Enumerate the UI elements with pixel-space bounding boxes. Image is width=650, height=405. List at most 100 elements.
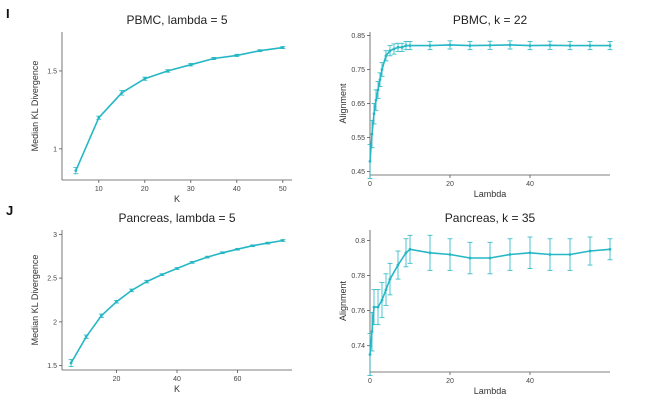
data-point xyxy=(608,247,612,251)
data-point xyxy=(145,280,149,284)
series-line xyxy=(75,46,283,172)
data-point xyxy=(468,256,472,260)
data-point xyxy=(468,44,472,48)
x-tick-label: 20 xyxy=(113,376,121,383)
data-point xyxy=(130,288,134,292)
data-point xyxy=(120,91,124,95)
data-point xyxy=(212,57,216,60)
y-axis-label: Alignment xyxy=(338,280,348,321)
data-point xyxy=(189,63,193,67)
data-point xyxy=(548,43,552,47)
x-tick-label: 60 xyxy=(234,376,242,383)
data-point xyxy=(236,247,239,251)
y-tick-label: 0.78 xyxy=(351,273,365,280)
data-point xyxy=(166,69,170,73)
y-tick-label: 0.55 xyxy=(351,135,365,142)
x-tick-label: 40 xyxy=(526,181,534,188)
data-point xyxy=(428,251,432,255)
data-point xyxy=(588,44,592,48)
x-tick-label: 10 xyxy=(95,186,103,193)
data-point xyxy=(258,49,262,53)
x-tick-label: 50 xyxy=(279,186,287,193)
y-tick-label: 0.65 xyxy=(351,101,365,108)
data-point xyxy=(548,253,552,256)
y-tick-label: 2 xyxy=(53,319,57,326)
data-point xyxy=(384,288,388,292)
series-line xyxy=(70,239,284,364)
data-point xyxy=(388,49,392,53)
data-point xyxy=(508,253,512,256)
data-point xyxy=(190,260,194,264)
data-point xyxy=(374,98,378,102)
data-point xyxy=(404,44,408,48)
x-tick-label: 20 xyxy=(446,378,454,385)
data-point xyxy=(448,43,452,47)
data-point xyxy=(568,44,572,48)
data-point xyxy=(370,330,374,334)
data-point xyxy=(69,361,73,365)
data-point xyxy=(376,305,380,309)
data-point xyxy=(175,267,179,270)
data-point xyxy=(380,298,384,302)
x-axis-label: K xyxy=(174,384,180,394)
data-point xyxy=(380,68,384,71)
chart-title: PBMC, k = 22 xyxy=(453,13,528,27)
data-point xyxy=(408,44,412,48)
y-axis-label: Alignment xyxy=(338,83,348,124)
data-point xyxy=(448,253,452,256)
y-tick-label: 2.5 xyxy=(47,276,57,283)
data-point xyxy=(488,256,492,260)
chart-title: Pancreas, k = 35 xyxy=(445,211,536,225)
data-point xyxy=(588,249,592,253)
data-point xyxy=(388,277,392,281)
series-line xyxy=(369,44,610,162)
x-tick-label: 30 xyxy=(187,186,195,193)
y-tick-label: 1.5 xyxy=(47,68,57,75)
data-point xyxy=(115,300,118,304)
panel-letter-j: J xyxy=(6,203,14,218)
x-axis-label: Lambda xyxy=(474,386,507,396)
y-tick-label: 0.75 xyxy=(351,67,365,74)
data-point xyxy=(528,251,532,255)
data-point xyxy=(376,88,380,92)
y-tick-label: 0.74 xyxy=(351,343,365,350)
y-tick-label: 0.45 xyxy=(351,169,365,176)
x-tick-label: 40 xyxy=(233,186,241,193)
x-axis-label: Lambda xyxy=(474,189,507,199)
data-point xyxy=(266,241,270,245)
data-point xyxy=(368,159,372,163)
data-point xyxy=(99,314,103,318)
data-point xyxy=(97,116,101,120)
data-point xyxy=(408,247,412,251)
data-point xyxy=(372,112,376,116)
x-tick-label: 0 xyxy=(368,378,372,385)
data-point xyxy=(608,44,612,48)
y-tick-label: 1 xyxy=(53,146,57,153)
x-tick-label: 20 xyxy=(141,186,149,193)
data-point xyxy=(84,335,88,339)
data-point xyxy=(368,353,372,356)
data-point xyxy=(160,273,164,277)
data-point xyxy=(404,251,408,255)
y-tick-label: 3 xyxy=(53,232,57,239)
data-point xyxy=(251,244,255,248)
data-point xyxy=(235,53,239,57)
y-tick-label: 0.76 xyxy=(351,308,365,315)
data-point xyxy=(205,255,209,259)
data-point xyxy=(74,169,78,173)
x-axis-label: K xyxy=(174,194,180,204)
y-tick-label: 0.8 xyxy=(355,238,365,245)
data-point xyxy=(370,132,374,136)
chart-title: PBMC, lambda = 5 xyxy=(126,13,227,27)
data-point xyxy=(396,45,400,49)
x-tick-label: 0 xyxy=(368,181,372,188)
y-tick-label: 0.85 xyxy=(351,33,365,40)
chart-3: Pancreas, lambda = 5 20 40 60 1.5 2 2.5 3 K Media… xyxy=(30,211,292,394)
y-axis-label: Median KL Divergence xyxy=(30,61,40,152)
data-point xyxy=(396,263,400,267)
y-axis-label: Median KL Divergence xyxy=(30,255,40,346)
x-tick-label: 20 xyxy=(446,181,454,188)
data-point xyxy=(508,43,512,47)
chart-title: Pancreas, lambda = 5 xyxy=(118,211,235,225)
